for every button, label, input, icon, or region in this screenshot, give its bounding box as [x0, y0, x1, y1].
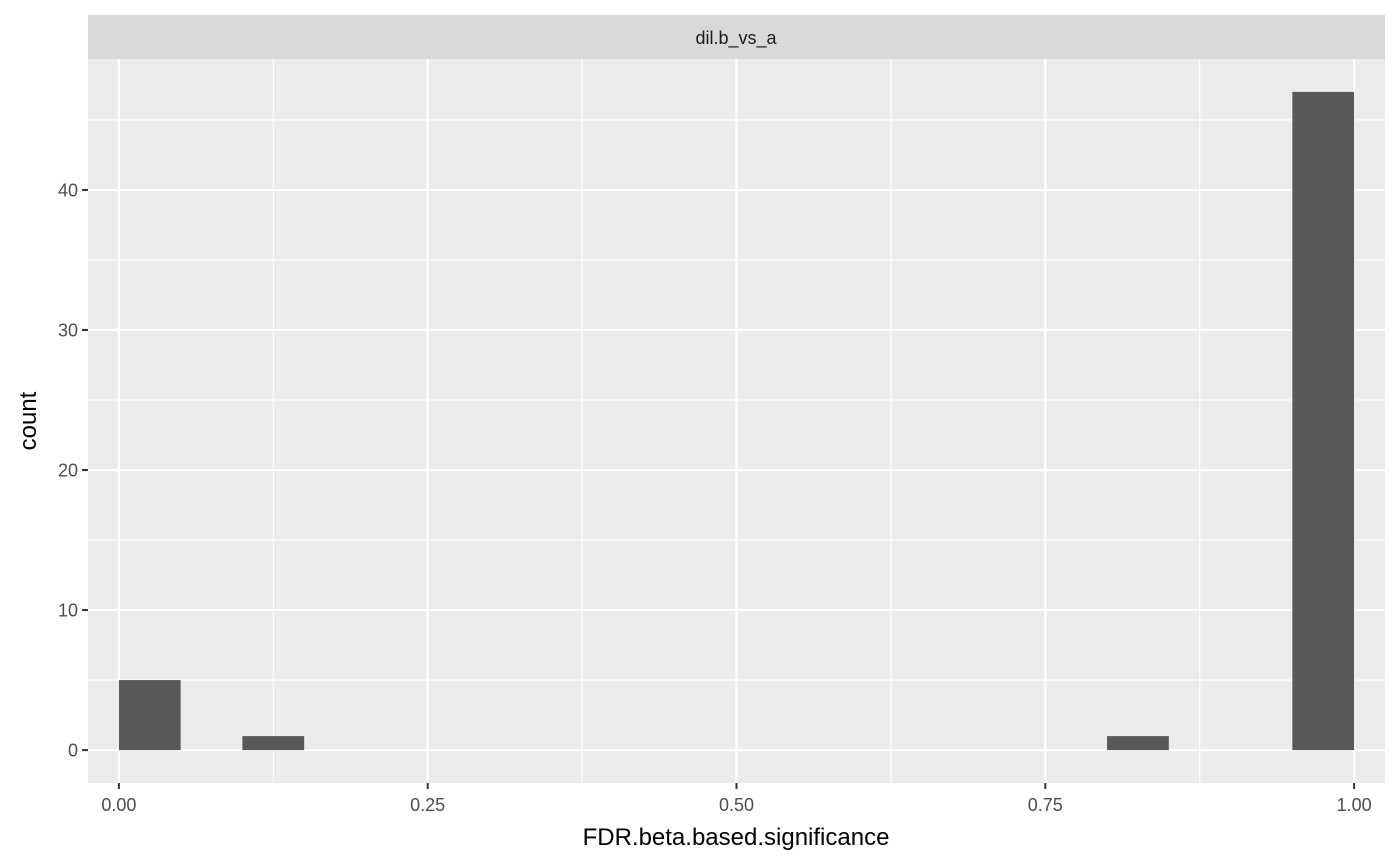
- y-tick-label: 40: [58, 180, 78, 200]
- x-tick-label: 0.50: [719, 795, 754, 815]
- y-axis-title: count: [15, 391, 42, 450]
- y-tick-label: 0: [68, 741, 78, 761]
- facet-strip: [88, 15, 1385, 59]
- y-tick-label: 20: [58, 461, 78, 481]
- x-axis: 0.00 0.25 0.50 0.75 1.00: [101, 783, 1372, 815]
- histogram-bar: [1292, 91, 1355, 751]
- histogram-bar: [118, 680, 181, 751]
- x-axis-title: FDR.beta.based.significance: [583, 824, 890, 851]
- x-tick-label: 0.00: [101, 795, 136, 815]
- facet-strip-label: dil.b_vs_a: [695, 28, 777, 49]
- histogram-bar: [1107, 736, 1169, 751]
- x-tick-label: 0.25: [410, 795, 445, 815]
- x-tick-label: 0.75: [1028, 795, 1063, 815]
- histogram-bars: [118, 91, 1355, 751]
- y-tick-label: 30: [58, 320, 78, 340]
- histogram-bar: [242, 736, 305, 751]
- y-axis: 0 10 20 30 40: [58, 180, 88, 761]
- x-tick-label: 1.00: [1337, 795, 1372, 815]
- y-tick-label: 10: [58, 601, 78, 621]
